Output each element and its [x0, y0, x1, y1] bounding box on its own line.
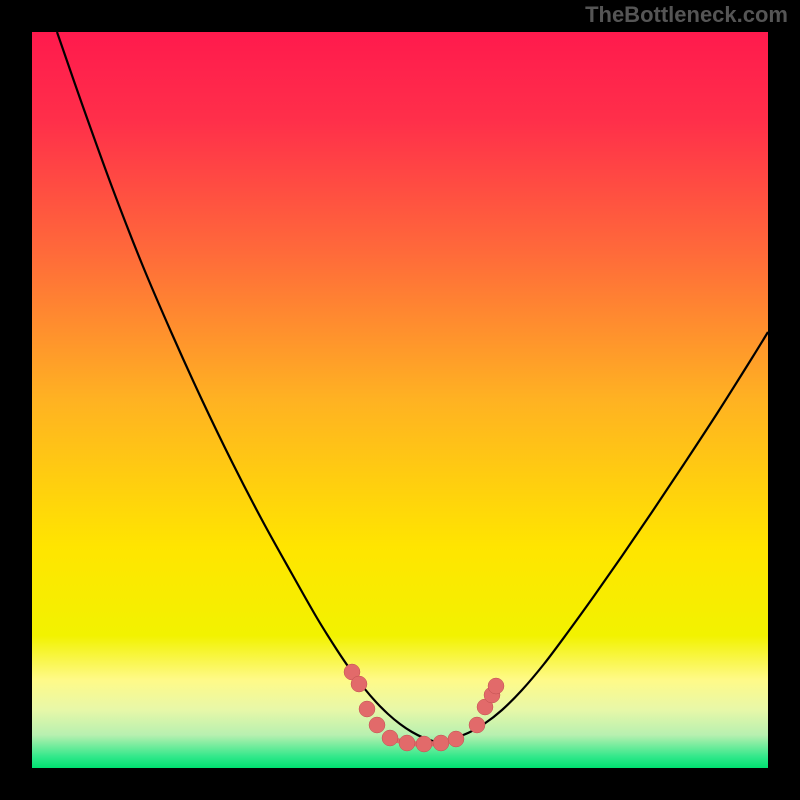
- marker-point: [416, 736, 432, 752]
- marker-point: [359, 701, 375, 717]
- attribution-label: TheBottleneck.com: [585, 2, 788, 28]
- marker-point: [469, 717, 485, 733]
- marker-point: [399, 735, 415, 751]
- chart-frame: TheBottleneck.com: [0, 0, 800, 800]
- marker-point: [351, 676, 367, 692]
- gradient-background: [32, 32, 768, 768]
- marker-point: [488, 678, 504, 694]
- marker-point: [448, 731, 464, 747]
- bottleneck-curve-chart: [32, 32, 768, 768]
- marker-point: [382, 730, 398, 746]
- marker-point: [433, 735, 449, 751]
- marker-point: [369, 717, 385, 733]
- plot-area: [32, 32, 768, 768]
